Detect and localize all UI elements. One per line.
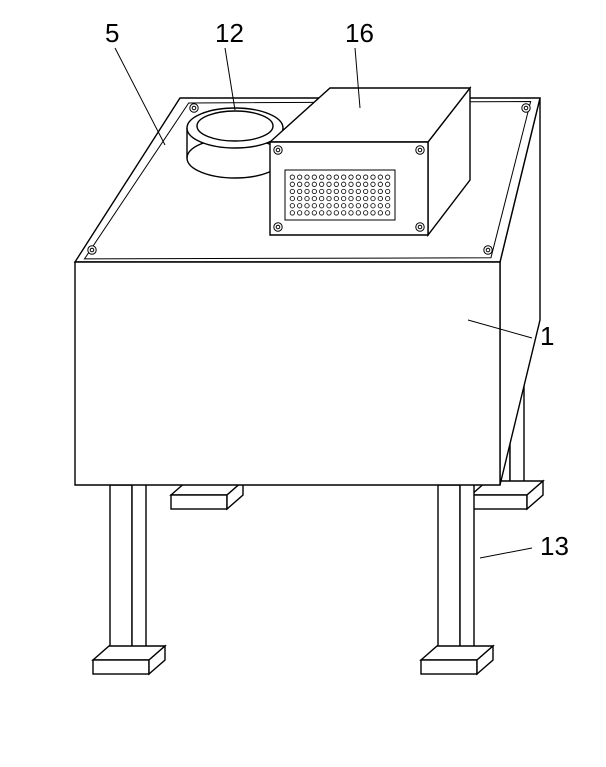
label-top_panel: 5 (105, 18, 119, 48)
label-cylinder: 12 (215, 18, 244, 48)
label-small_box: 16 (345, 18, 374, 48)
label-leg: 13 (540, 531, 569, 561)
label-main_body: 1 (540, 321, 554, 351)
